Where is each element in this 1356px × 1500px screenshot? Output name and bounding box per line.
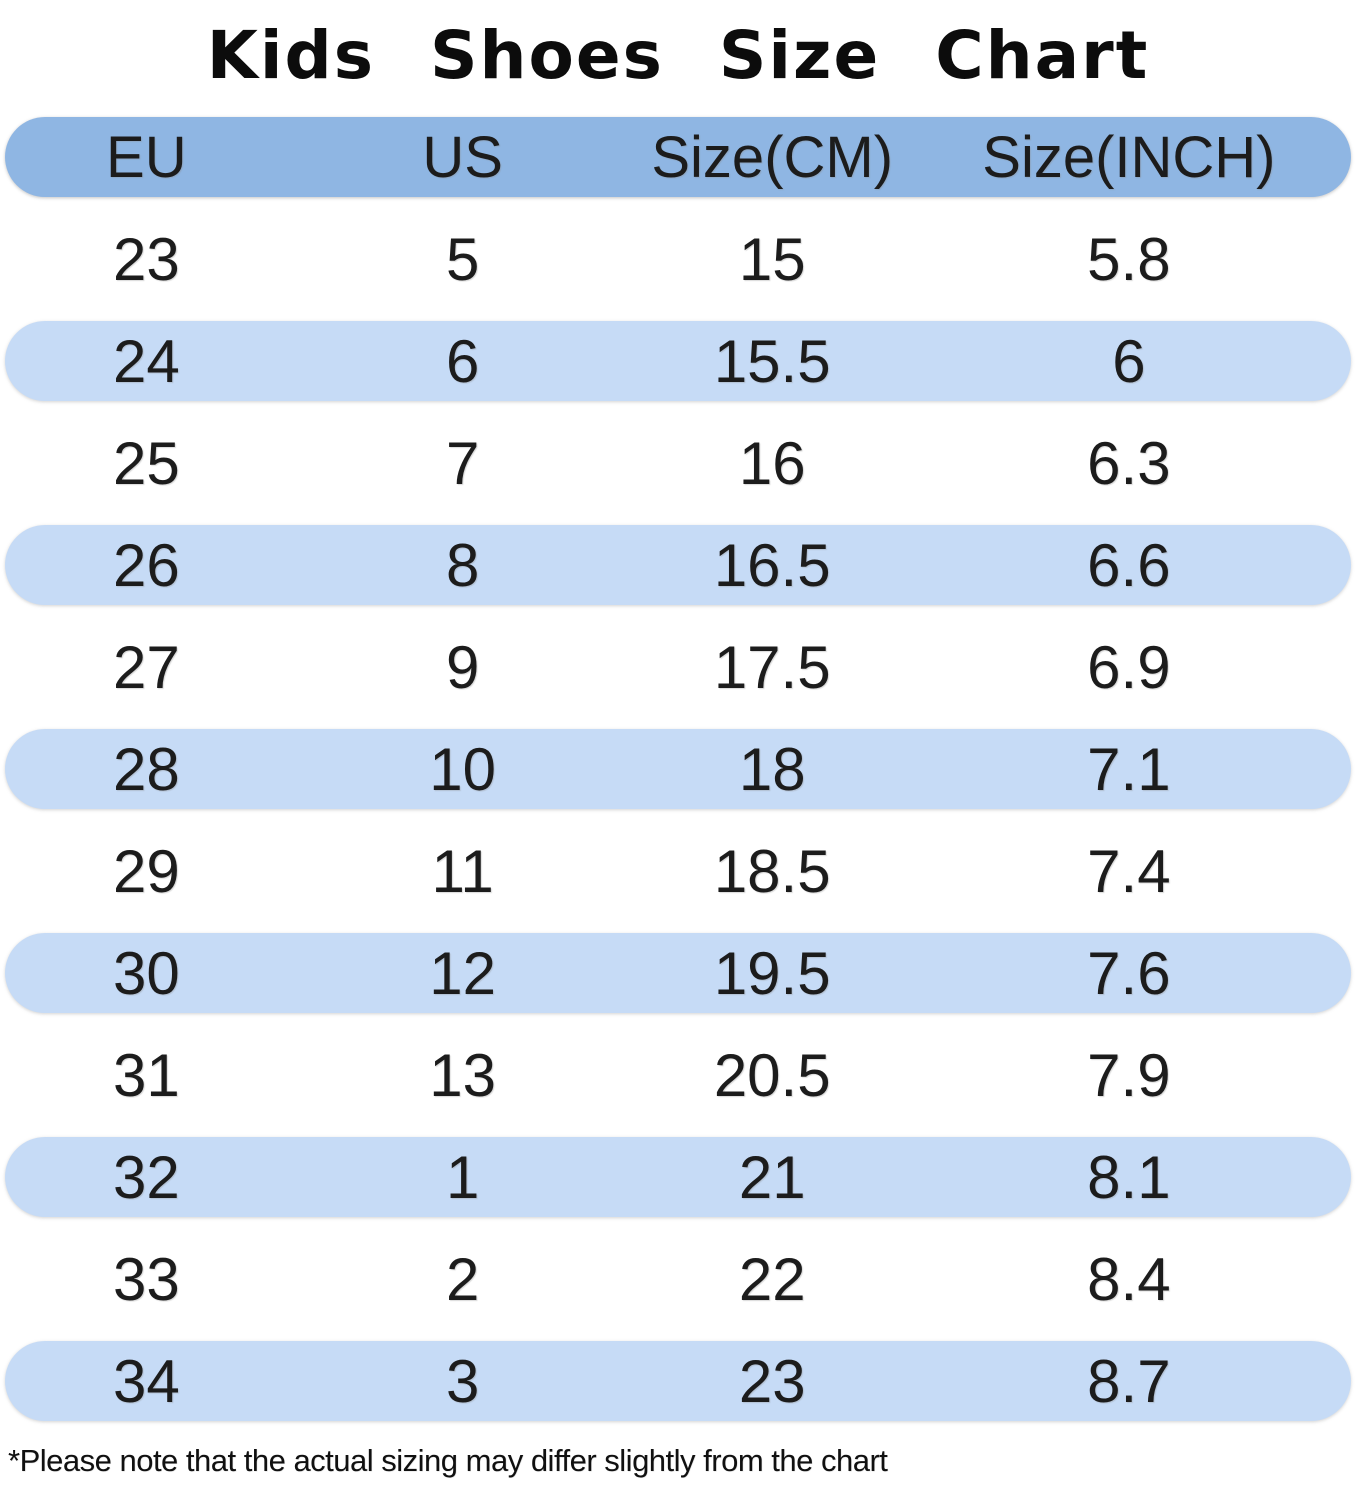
table-row: 24 6 15.5 6 xyxy=(5,321,1351,401)
cell-cm: 15 xyxy=(738,225,806,293)
cell-inch: 8.7 xyxy=(1087,1347,1171,1415)
cell-cm: 20.5 xyxy=(713,1041,831,1109)
column-header-cm: Size(CM) xyxy=(651,124,894,190)
cell-us: 6 xyxy=(445,327,480,395)
cell-cm: 23 xyxy=(738,1347,806,1415)
column-header-eu: EU xyxy=(106,124,187,190)
footnote: *Please note that the actual sizing may … xyxy=(8,1443,888,1478)
column-header-us: US xyxy=(422,124,503,190)
cell-us: 12 xyxy=(429,939,496,1007)
cell-us: 11 xyxy=(431,837,494,905)
cell-eu: 24 xyxy=(112,327,180,395)
cell-inch: 7.6 xyxy=(1087,939,1171,1007)
cell-eu: 27 xyxy=(112,633,180,701)
cell-eu: 28 xyxy=(112,735,180,803)
page-title: Kids Shoes Size Chart xyxy=(206,17,1150,94)
cell-cm: 22 xyxy=(738,1245,806,1313)
cell-eu: 23 xyxy=(112,225,180,293)
table-row: 26 8 16.5 6.6 xyxy=(5,525,1351,605)
size-table: EU US Size(CM) Size(INCH) 23 5 15 5.8 24… xyxy=(0,117,1356,1421)
cell-us: 9 xyxy=(445,633,480,701)
cell-inch: 5.8 xyxy=(1087,225,1171,293)
cell-inch: 7.1 xyxy=(1087,735,1171,803)
cell-inch: 6.6 xyxy=(1087,531,1171,599)
cell-eu: 25 xyxy=(112,429,180,497)
cell-us: 1 xyxy=(445,1143,480,1211)
table-row: 28 10 18 7.1 xyxy=(5,729,1351,809)
cell-us: 3 xyxy=(445,1347,480,1415)
cell-inch: 7.9 xyxy=(1087,1041,1171,1109)
cell-inch: 6.3 xyxy=(1087,429,1171,497)
table-row: 30 12 19.5 7.6 xyxy=(5,933,1351,1013)
cell-us: 7 xyxy=(445,429,480,497)
cell-eu: 30 xyxy=(112,939,180,1007)
header-row: EU US Size(CM) Size(INCH) xyxy=(5,117,1351,197)
cell-cm: 15.5 xyxy=(713,327,831,395)
table-row: 32 1 21 8.1 xyxy=(5,1137,1351,1217)
cell-inch: 6.9 xyxy=(1087,633,1171,701)
cell-us: 10 xyxy=(429,735,496,803)
table-row: 23 5 15 5.8 xyxy=(5,219,1351,299)
cell-cm: 16.5 xyxy=(713,531,831,599)
cell-cm: 18.5 xyxy=(713,837,831,905)
cell-inch: 8.1 xyxy=(1087,1143,1171,1211)
cell-us: 5 xyxy=(445,225,480,293)
cell-us: 2 xyxy=(445,1245,480,1313)
cell-cm: 17.5 xyxy=(713,633,831,701)
cell-eu: 34 xyxy=(112,1347,180,1415)
table-row: 31 13 20.5 7.9 xyxy=(5,1035,1351,1115)
cell-cm: 21 xyxy=(738,1143,806,1211)
cell-inch: 7.4 xyxy=(1087,837,1171,905)
table-row: 34 3 23 8.7 xyxy=(5,1341,1351,1421)
cell-cm: 16 xyxy=(738,429,806,497)
table-row: 33 2 22 8.4 xyxy=(5,1239,1351,1319)
cell-eu: 33 xyxy=(112,1245,180,1313)
cell-eu: 32 xyxy=(112,1143,180,1211)
table-row: 27 9 17.5 6.9 xyxy=(5,627,1351,707)
column-header-inch: Size(INCH) xyxy=(982,124,1276,190)
cell-eu: 26 xyxy=(112,531,180,599)
cell-inch: 6 xyxy=(1112,327,1146,395)
cell-cm: 19.5 xyxy=(713,939,831,1007)
cell-us: 8 xyxy=(445,531,480,599)
cell-eu: 29 xyxy=(112,837,180,905)
table-row: 25 7 16 6.3 xyxy=(5,423,1351,503)
cell-us: 13 xyxy=(429,1041,496,1109)
table-row: 29 11 18.5 7.4 xyxy=(5,831,1351,911)
cell-inch: 8.4 xyxy=(1087,1245,1171,1313)
cell-eu: 31 xyxy=(112,1041,180,1109)
cell-cm: 18 xyxy=(738,735,806,803)
